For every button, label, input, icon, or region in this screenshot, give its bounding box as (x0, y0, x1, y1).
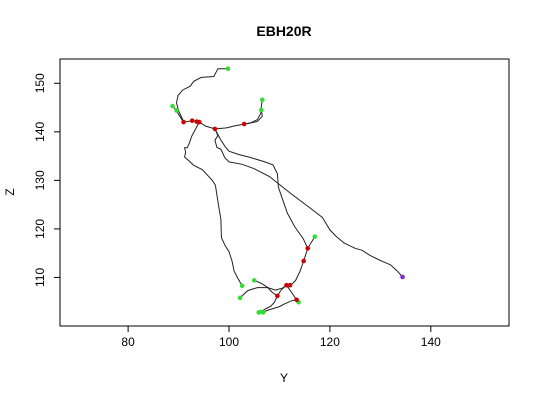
branch-line (175, 68, 228, 123)
x-axis: 80 100 120 140 (121, 326, 441, 349)
y-tick-label: 140 (33, 121, 47, 141)
x-tick-label: 120 (320, 335, 340, 349)
x-axis-label: Y (280, 371, 288, 385)
junction-marker (241, 121, 247, 127)
endpoint-marker (258, 309, 264, 315)
junction-marker (189, 118, 195, 123)
endpoint-marker (237, 295, 243, 301)
junction-marker (287, 282, 293, 288)
junction-marker (294, 297, 299, 303)
branch-line (198, 99, 263, 130)
branch-line (286, 236, 316, 286)
branch-line (263, 299, 297, 313)
junction-marker (181, 119, 186, 125)
endpoint-marker (251, 278, 257, 283)
chart-title: EBH20R (256, 23, 311, 39)
endpoint-marker (174, 108, 179, 113)
endpoint-marker (239, 283, 245, 289)
endpoint-marker (170, 103, 175, 109)
branch-line (254, 279, 278, 297)
endpoint-marker (312, 234, 318, 239)
y-tick-label: 110 (33, 268, 47, 287)
y-tick-label: 130 (33, 170, 47, 190)
y-axis-label: Z (3, 188, 17, 195)
branch-line (214, 128, 309, 249)
junction-marker (196, 119, 202, 125)
branch-line (183, 121, 243, 286)
y-tick-label: 120 (33, 219, 47, 239)
y-axis: 110 120 130 140 150 (33, 73, 60, 287)
junction-marker (301, 258, 306, 264)
branch-line (172, 105, 185, 123)
branch-lines (172, 68, 403, 313)
branch-line (244, 109, 263, 125)
root-marker (400, 274, 405, 280)
plot-frame (59, 58, 510, 327)
x-tick-label: 80 (121, 335, 135, 349)
point-markers (170, 66, 405, 315)
endpoint-marker (260, 97, 265, 103)
endpoint-marker (258, 107, 264, 113)
x-tick-label: 140 (421, 335, 441, 349)
branch-line (214, 128, 403, 278)
endpoint-marker (225, 66, 231, 72)
x-tick-label: 100 (219, 335, 239, 349)
junction-marker (284, 282, 289, 288)
junction-marker (275, 293, 280, 299)
junction-marker (305, 246, 311, 251)
junction-marker (212, 126, 218, 132)
y-tick-label: 150 (33, 73, 47, 93)
